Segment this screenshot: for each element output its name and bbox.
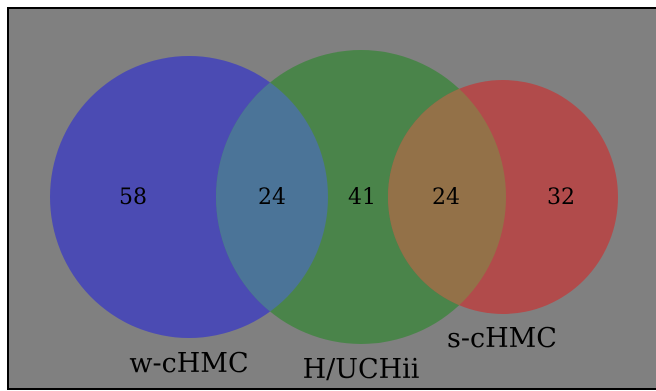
overlap-w-chmc-h-uchii bbox=[216, 56, 328, 338]
count-s-chmc-only: 32 bbox=[547, 185, 575, 210]
label-w-chmc: w-cHMC bbox=[129, 348, 248, 379]
label-h-uchii: H/UCHii bbox=[303, 354, 420, 385]
count-w-chmc-only: 58 bbox=[119, 185, 147, 210]
count-h-uchii-and-s-chmc: 24 bbox=[432, 185, 460, 210]
overlap-h-uchii-s-chmc bbox=[388, 80, 506, 314]
count-w-chmc-and-h-uchii: 24 bbox=[258, 185, 286, 210]
count-h-uchii-only: 41 bbox=[348, 185, 376, 210]
label-s-chmc: s-cHMC bbox=[447, 323, 557, 354]
